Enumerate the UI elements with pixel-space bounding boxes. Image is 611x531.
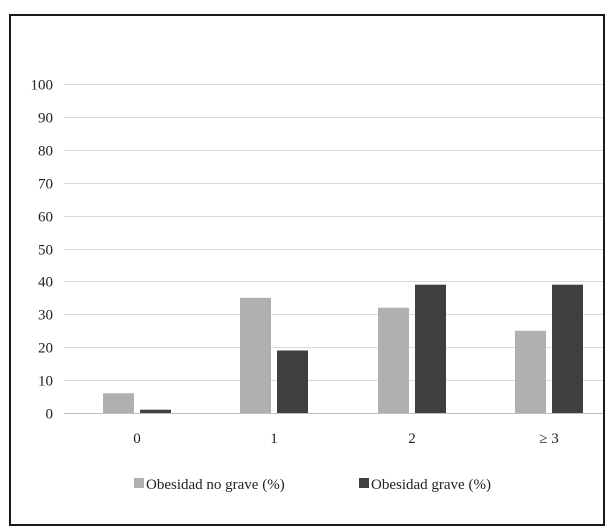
gridlines: [64, 84, 603, 381]
y-tick-label: 0: [46, 407, 54, 423]
bar-grave-cat-2: [415, 284, 446, 413]
x-tick-label: 0: [133, 431, 141, 447]
y-tick-label: 40: [38, 275, 53, 291]
x-tick-label: 2: [408, 431, 416, 447]
legend-swatch-no-grave: [134, 478, 144, 488]
bar-grave-cat-3: [552, 284, 583, 413]
bar-no-grave-cat-0: [103, 393, 134, 413]
y-tick-label: 60: [38, 210, 53, 226]
bar-grave-cat-0: [140, 409, 171, 413]
bar-no-grave-cat-1: [240, 297, 271, 413]
bar-no-grave-cat-3: [515, 330, 546, 413]
bar-no-grave-cat-2: [378, 307, 409, 413]
legend-swatch-grave: [359, 478, 369, 488]
legend: Obesidad no grave (%) Obesidad grave (%): [134, 477, 491, 493]
bars: [103, 284, 583, 413]
axes: 0 10 20 30 40 50 60 70 80 90 100 0 1 2 ≥ 3: [31, 78, 603, 447]
chart-frame: [9, 14, 605, 526]
y-tick-label: 80: [38, 144, 53, 160]
y-tick-label: 70: [38, 177, 53, 193]
y-tick-label: 90: [38, 111, 53, 127]
x-tick-label: 1: [270, 431, 278, 447]
y-tick-label: 30: [38, 308, 53, 324]
legend-label-no-grave: Obesidad no grave (%): [146, 477, 285, 493]
y-tick-label: 100: [31, 78, 54, 94]
bar-grave-cat-1: [277, 350, 308, 413]
y-tick-label: 50: [38, 243, 53, 259]
y-tick-label: 20: [38, 341, 53, 357]
legend-label-grave: Obesidad grave (%): [371, 477, 491, 493]
y-tick-label: 10: [38, 374, 53, 390]
x-tick-label: ≥ 3: [539, 431, 558, 447]
